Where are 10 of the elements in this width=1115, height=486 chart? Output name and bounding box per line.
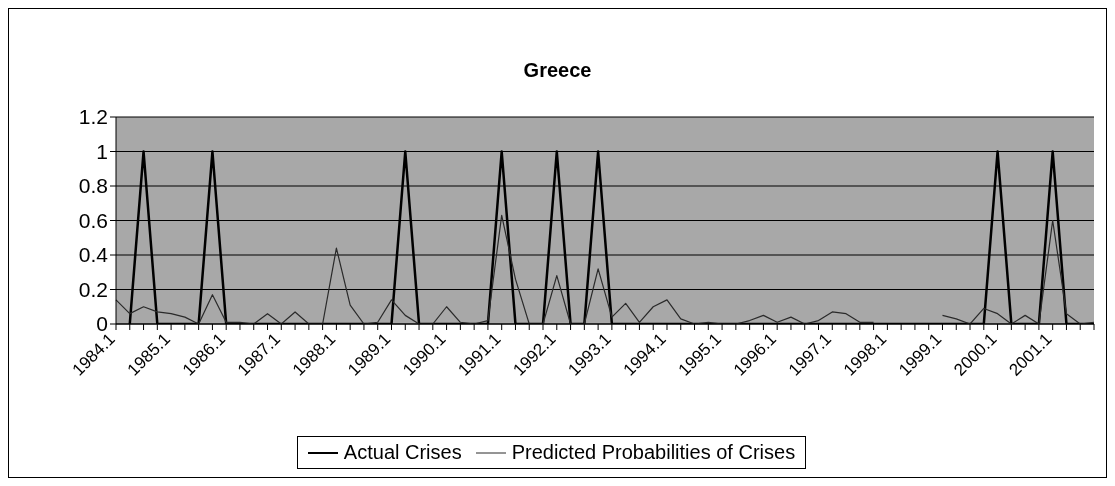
- y-tick-label: 0: [96, 312, 108, 336]
- y-tick-label: 0.4: [78, 243, 109, 267]
- y-tick-label: 1.2: [78, 105, 108, 129]
- y-tick-label: 0.6: [78, 208, 108, 232]
- legend-label: Predicted Probabilities of Crises: [510, 441, 796, 464]
- y-tick-label: 0.8: [78, 174, 108, 198]
- legend-label: Actual Crises: [342, 441, 462, 464]
- y-tick-label: 0.2: [78, 277, 108, 301]
- chart-title: Greece: [522, 59, 593, 82]
- y-tick-label: 1: [96, 139, 108, 163]
